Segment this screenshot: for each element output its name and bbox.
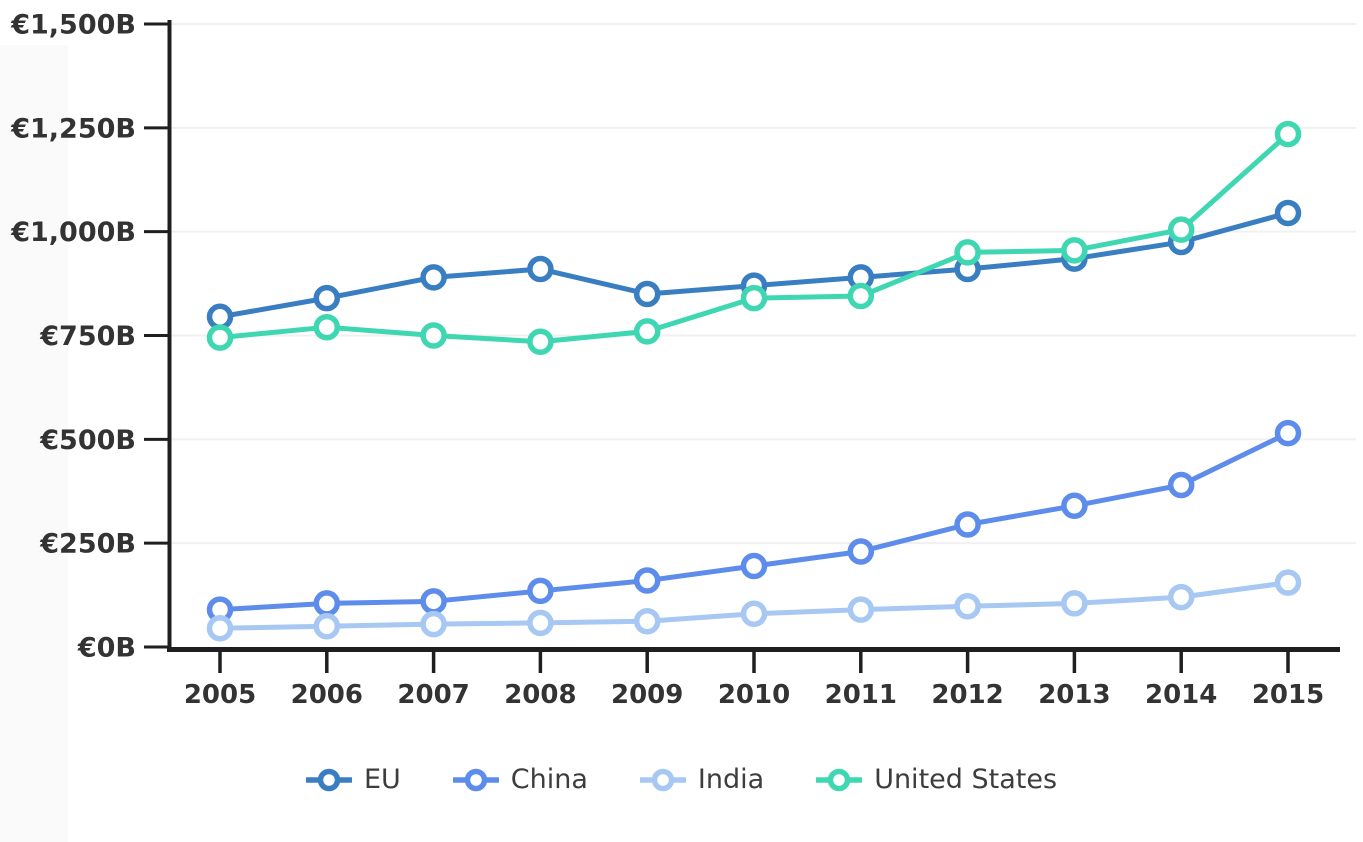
- data-point[interactable]: [313, 612, 341, 640]
- data-point[interactable]: [847, 282, 875, 310]
- united-states-line-marker-icon: [816, 768, 863, 791]
- data-point[interactable]: [1167, 583, 1195, 611]
- data-point[interactable]: [1167, 471, 1195, 499]
- data-point[interactable]: [1061, 237, 1088, 264]
- line-chart: €0B €250B €500B €750B €1,000B €1,250B €1,500B 2…: [10, 10, 1356, 710]
- data-point[interactable]: [847, 596, 875, 623]
- data-point[interactable]: [313, 313, 341, 341]
- data-point[interactable]: [420, 610, 447, 638]
- series-line: [217, 430, 1291, 613]
- x-tick-label: 2011: [825, 680, 897, 710]
- x-tick-label: 2014: [1145, 680, 1217, 710]
- chart-legend: EU China India United States: [0, 766, 1363, 793]
- x-tick-label: 2012: [931, 680, 1003, 710]
- legend-item-eu[interactable]: EU: [305, 764, 401, 795]
- x-tick-label: 2009: [611, 680, 683, 710]
- data-point[interactable]: [420, 588, 447, 615]
- data-point[interactable]: [313, 590, 341, 617]
- data-point[interactable]: [420, 322, 447, 349]
- data-point[interactable]: [527, 255, 554, 283]
- legend-label-united-states: United States: [874, 764, 1058, 795]
- data-point[interactable]: [206, 324, 234, 351]
- data-point[interactable]: [1061, 492, 1088, 520]
- legend-item-india[interactable]: India: [639, 764, 765, 795]
- data-point[interactable]: [1274, 569, 1302, 596]
- data-point[interactable]: [1274, 120, 1302, 148]
- data-point[interactable]: [1061, 590, 1088, 617]
- x-tick-label: 2015: [1252, 680, 1324, 710]
- y-tick-label: €750B: [39, 321, 136, 352]
- china-line-marker-icon: [452, 768, 499, 791]
- legend-label-eu: EU: [363, 764, 401, 795]
- data-point[interactable]: [420, 264, 447, 291]
- data-point[interactable]: [954, 593, 981, 620]
- y-tick-label: €250B: [39, 529, 136, 560]
- data-point[interactable]: [1167, 216, 1195, 243]
- data-point[interactable]: [633, 318, 661, 345]
- data-point[interactable]: [954, 511, 981, 538]
- data-point[interactable]: [740, 284, 768, 312]
- data-point[interactable]: [633, 567, 661, 594]
- data-point[interactable]: [847, 538, 875, 565]
- data-point[interactable]: [206, 303, 234, 331]
- india-line-marker-icon: [639, 768, 686, 791]
- data-point[interactable]: [527, 609, 554, 637]
- data-point[interactable]: [527, 577, 554, 605]
- data-point[interactable]: [740, 552, 768, 580]
- data-point[interactable]: [633, 280, 661, 308]
- legend-label-india: India: [697, 764, 765, 795]
- eu-line-marker-icon: [305, 768, 352, 791]
- data-point[interactable]: [740, 600, 768, 628]
- x-tick-label: 2006: [291, 680, 363, 710]
- data-point[interactable]: [206, 615, 234, 642]
- data-point[interactable]: [954, 239, 981, 266]
- legend-item-united-states[interactable]: United States: [816, 766, 1057, 793]
- data-point[interactable]: [313, 284, 341, 312]
- x-tick-label: 2013: [1038, 680, 1110, 710]
- y-tick-label: €0B: [77, 633, 136, 664]
- data-point[interactable]: [527, 328, 554, 355]
- data-point[interactable]: [633, 607, 661, 635]
- legend-label-china: China: [510, 764, 588, 795]
- y-tick-label: €1,000B: [10, 217, 136, 248]
- legend-item-china[interactable]: China: [452, 764, 588, 795]
- left-gutter-background: [0, 45, 68, 842]
- y-tick-label: €500B: [39, 425, 136, 456]
- data-point[interactable]: [1274, 419, 1302, 447]
- x-tick-label: 2008: [504, 680, 576, 710]
- x-tick-label: 2010: [718, 680, 790, 710]
- data-point[interactable]: [1274, 199, 1302, 227]
- x-tick-label: 2005: [184, 680, 256, 710]
- y-tick-label: €1,250B: [10, 113, 136, 144]
- x-tick-label: 2007: [397, 680, 469, 710]
- y-tick-label: €1,500B: [10, 10, 136, 41]
